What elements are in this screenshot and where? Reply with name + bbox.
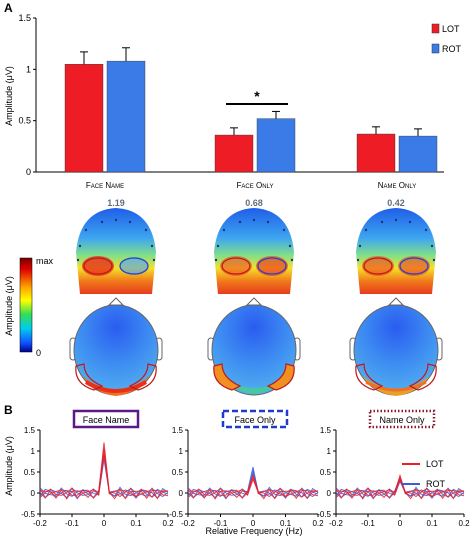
spectrum-x-tick-label: -0.1 <box>65 519 79 528</box>
bar <box>398 135 438 173</box>
spectrum-trace <box>335 478 465 500</box>
bar-legend: LOT ROT <box>431 23 462 54</box>
bar-chart: Amplitude (μV) 0 0.5 1 1.5 Face Name Face On… <box>4 13 462 190</box>
topography-value: 0.42 <box>387 198 405 208</box>
top-view-heads <box>69 297 443 396</box>
bar-y-tick-label: 0 <box>26 167 31 177</box>
spectrum-x-tick-label: -0.2 <box>33 519 47 528</box>
spectrum-x-tick-label: -0.1 <box>361 519 375 528</box>
spectrum-trace <box>39 454 169 499</box>
condition-title: Name Only <box>379 415 425 425</box>
spectrum-y-axis-label: Amplitude (μV) <box>4 436 14 496</box>
spectrum-trace <box>187 469 319 499</box>
spectrum-x-tick-label: 0.1 <box>280 519 292 528</box>
spectrum-y-tick-label: 1.5 <box>24 426 36 435</box>
bar <box>106 60 146 173</box>
top-head-name-only <box>349 297 443 396</box>
bar-legend-swatch <box>431 23 440 34</box>
colorbar-label: Amplitude (μV) <box>4 276 14 336</box>
bar-legend-swatch <box>431 43 440 54</box>
spectrum-legend-label: ROT <box>426 479 446 489</box>
spectrum-legend-label: LOT <box>426 459 444 469</box>
topography-value: 0.68 <box>245 198 263 208</box>
bar-category-label: Face Name <box>86 181 124 190</box>
spectrum-x-tick-label: -0.2 <box>181 519 195 528</box>
top-head-face-name <box>69 297 163 396</box>
spectrum-trace <box>187 476 319 500</box>
spectrum-x-tick-label: -0.2 <box>329 519 343 528</box>
spectrum-y-tick-label: 1 <box>31 447 36 456</box>
spectrum-y-tick-label: 1 <box>327 447 332 456</box>
bar-y-tick-label: 1 <box>26 64 31 74</box>
bar <box>256 118 296 173</box>
condition-title: Face Only <box>234 415 276 425</box>
spectrum-y-tick-label: 0.5 <box>24 468 36 477</box>
bar <box>356 133 396 173</box>
colorbar-gradient <box>19 257 33 353</box>
significance-marker: * <box>226 88 288 105</box>
back-head-face-name <box>76 208 156 294</box>
bar <box>64 63 104 173</box>
spectrum-y-tick-label: 0 <box>327 489 332 498</box>
back-head-name-only <box>356 208 436 294</box>
spectrum-y-tick-label: 1 <box>179 447 184 456</box>
bar-category-label: Face Only <box>237 181 274 190</box>
spectrum-y-tick-label: -0.5 <box>169 510 183 519</box>
bar-y-tick-label: 1.5 <box>18 13 31 23</box>
spectrum-x-tick-label: -0.1 <box>214 519 228 528</box>
condition-title-frame <box>221 409 289 429</box>
spectrum-y-tick-label: -0.5 <box>317 510 331 519</box>
topography-value: 1.19 <box>107 198 125 208</box>
spectrum-y-tick-label: 0.5 <box>172 468 184 477</box>
spectrum-trace <box>335 475 465 500</box>
spectrum-x-tick-label: 0.2 <box>458 519 470 528</box>
topography-values: 1.19 0.68 0.42 <box>107 198 405 208</box>
back-head-face-only <box>214 208 294 294</box>
spectrum-plot: -0.5 0 0.5 1 1.5 -0.2 -0.1 0 0.1 0.2 Face Name <box>21 409 174 528</box>
bar-legend-label: ROT <box>442 44 462 54</box>
spectrum-x-tick-label: 0.1 <box>130 519 142 528</box>
condition-title: Face Name <box>83 415 130 425</box>
bar-category-labels: Face Name Face Only Name Only <box>86 181 416 190</box>
spectrum-x-tick-label: 0 <box>251 519 256 528</box>
spectrum-trace <box>187 466 319 499</box>
bar-y-tick-label: 0.5 <box>18 116 31 126</box>
spectrum-x-tick-label: 0 <box>398 519 403 528</box>
spectrum-trace <box>187 478 319 500</box>
bar-y-axis-label: Amplitude (μV) <box>4 66 14 126</box>
spectrum-legend: LOT ROT <box>402 459 446 489</box>
panel-b-letter: B <box>4 403 13 417</box>
spectrum-x-tick-label: 0.1 <box>426 519 438 528</box>
back-view-heads <box>76 208 436 294</box>
spectrum-trace <box>39 448 169 500</box>
spectrum-plot: -0.5 0 0.5 1 1.5 -0.2 -0.1 0 0.1 0.2 Name Only <box>317 409 470 528</box>
spectrum-y-tick-label: -0.5 <box>21 510 35 519</box>
colorbar: max 0 Amplitude (μV) <box>4 256 54 358</box>
spectrum-plot: -0.5 0 0.5 1 1.5 -0.2 -0.1 0 0.1 0.2 Face Only <box>169 409 324 528</box>
spectrum-y-tick-label: 0.5 <box>320 468 332 477</box>
colorbar-min-label: 0 <box>36 348 41 358</box>
significance-star: * <box>254 88 260 104</box>
spectrum-x-tick-label: 0.2 <box>312 519 324 528</box>
bar-y-ticks: 0 0.5 1 1.5 <box>18 13 36 177</box>
spectrum-x-tick-label: 0.2 <box>162 519 174 528</box>
spectrum-trace <box>39 454 169 500</box>
bar-category-label: Name Only <box>378 181 416 190</box>
condition-title-frame <box>368 409 436 429</box>
spectrum-x-tick-label: 0 <box>102 519 107 528</box>
colorbar-max-label: max <box>36 256 54 266</box>
panel-a-letter: A <box>4 1 13 15</box>
spectrum-y-tick-label: 0 <box>31 489 36 498</box>
bars <box>64 47 438 173</box>
spectrum-y-tick-label: 1.5 <box>320 426 332 435</box>
condition-title-frame <box>72 409 140 429</box>
bar-legend-label: LOT <box>442 24 460 34</box>
spectrum-y-tick-label: 0 <box>179 489 184 498</box>
spectrum-y-tick-label: 1.5 <box>172 426 184 435</box>
bar <box>214 134 254 173</box>
spectrum-x-axis-label: Relative Frequency (Hz) <box>205 526 302 536</box>
top-head-face-only <box>207 297 301 396</box>
